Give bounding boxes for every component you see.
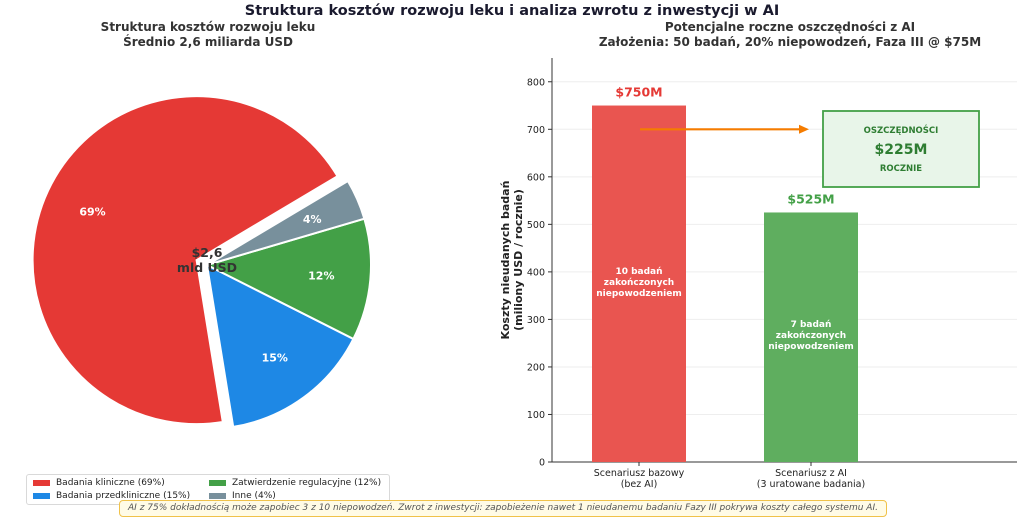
x-tick-label: Scenariusz bazowy (bez AI): [594, 468, 685, 490]
bar-subtitle-line: Założenia: 50 badań, 20% niepowodzeń, Fa…: [598, 35, 982, 49]
y-tick-label: 200: [527, 362, 545, 373]
legend-item: Inne (4%): [209, 491, 276, 501]
pie-slice-label: 12%: [308, 269, 334, 282]
bar-value-label: $750M: [615, 85, 662, 100]
footnote: AI z 75% dokładnością może zapobiec 3 z …: [119, 500, 887, 517]
y-tick-label: 600: [527, 172, 545, 183]
savings-label-top: OSZCZĘDNOŚCI: [864, 124, 939, 136]
savings-box: [822, 110, 980, 188]
y-tick-label: 100: [527, 410, 545, 421]
legend-item: Zatwierdzenie regulacyjne (12%): [209, 478, 381, 488]
y-axis-label: Koszty nieudanych badań(miliony USD / ro…: [499, 181, 525, 340]
legend-swatch: [33, 479, 50, 486]
pie-legend: Badania kliniczne (69%) Badania przedklin…: [26, 474, 390, 505]
legend-swatch: [209, 479, 226, 486]
legend-label: Badania przedkliniczne (15%): [56, 491, 191, 501]
x-tick-label: Scenariusz z AI (3 uratowane badania): [757, 468, 865, 490]
bar: [592, 105, 686, 462]
bar-inner-label: 7 badań zakończonych niepowodzeniem: [768, 320, 853, 352]
pie-slice-label: 4%: [303, 213, 322, 226]
pie-slice: [204, 217, 372, 341]
pie-slice-label: 15%: [262, 352, 288, 365]
pie-center-label: $2,6 mld USD: [177, 245, 237, 275]
bar-value-label: $525M: [787, 191, 834, 206]
bar-title-line: Potencjalne roczne oszczędności z AI: [664, 20, 916, 34]
pie-slice: [31, 95, 339, 426]
bar-chart-title: Potencjalne roczne oszczędności z AI Zał…: [560, 20, 1020, 50]
legend-item: Badania kliniczne (69%): [33, 478, 165, 488]
y-tick-label: 800: [527, 77, 545, 88]
pie-slice: [205, 263, 355, 429]
legend-label: Badania kliniczne (69%): [56, 478, 165, 488]
pie-slice: [206, 179, 366, 266]
y-tick-label: 700: [527, 125, 545, 136]
y-tick-label: 400: [527, 267, 545, 278]
bar-inner-label: 10 badań zakończonych niepowodzeniem: [596, 267, 681, 299]
bar: [764, 212, 858, 462]
legend-label: Zatwierdzenie regulacyjne (12%): [232, 478, 382, 488]
legend-swatch: [33, 492, 50, 499]
legend-label: Inne (4%): [232, 491, 276, 501]
pie-slice-label: 69%: [79, 206, 105, 219]
pie-chart-title: Struktura kosztów rozwoju leku Średnio 2…: [58, 20, 358, 50]
savings-amount: $225M: [875, 142, 928, 158]
pie-subtitle-line: Średnio 2,6 miliarda USD: [123, 35, 293, 49]
savings-label-bottom: ROCZNIE: [880, 164, 922, 174]
pie-title-line: Struktura kosztów rozwoju leku: [100, 20, 316, 34]
y-tick-label: 500: [527, 220, 545, 231]
y-tick-label: 300: [527, 315, 545, 326]
main-title: Struktura kosztów rozwoju leku i analiza…: [244, 3, 780, 19]
legend-swatch: [209, 492, 226, 499]
legend-item: Badania przedkliniczne (15%): [33, 491, 190, 501]
y-tick-label: 0: [539, 458, 545, 469]
savings-arrow-head: [799, 124, 809, 134]
